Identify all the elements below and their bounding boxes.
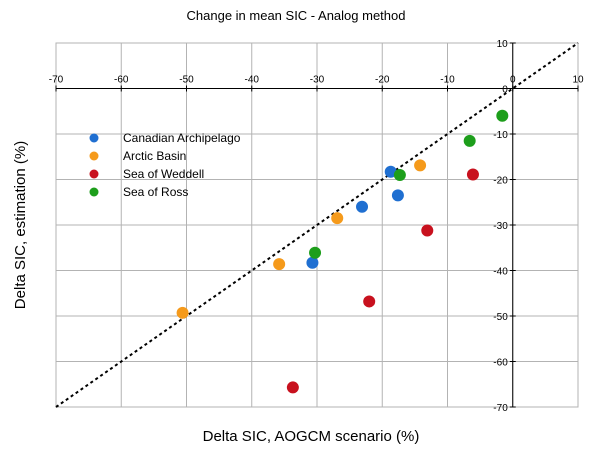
legend-marker-sea-of-ross — [89, 187, 99, 197]
legend-label-arctic-basin: Arctic Basin — [123, 149, 186, 163]
data-points — [176, 109, 509, 394]
x-tick-label: -70 — [49, 75, 64, 86]
y-tick-label: 10 — [497, 39, 509, 50]
plot-area-border — [55, 42, 579, 408]
legend-marker-arctic-basin — [89, 151, 99, 161]
x-tick-label: 0 — [510, 75, 516, 86]
y-tick-label: -20 — [493, 176, 508, 187]
point-sea-of-ross — [463, 134, 476, 147]
y-tick-label: -10 — [493, 130, 508, 141]
x-axis-title: Delta SIC, AOGCM scenario (%) — [203, 428, 420, 445]
x-tick-label: -60 — [114, 75, 129, 86]
legend-marker-canadian-archipelago — [89, 133, 99, 143]
y-tick-label: -60 — [493, 358, 508, 369]
point-sea-of-ross — [309, 246, 322, 259]
point-canadian-archipelago — [384, 165, 397, 178]
x-tick-label: -20 — [375, 75, 390, 86]
chart-title: Change in mean SIC - Analog method — [187, 8, 406, 23]
x-tick-label: 10 — [572, 75, 584, 86]
y-tick-label: -50 — [493, 312, 508, 323]
point-sea-of-weddell — [466, 168, 479, 181]
axes — [55, 42, 579, 408]
point-arctic-basin — [414, 159, 427, 172]
legend-marker-sea-of-weddell — [89, 169, 99, 179]
x-tick-label: -10 — [440, 75, 455, 86]
point-canadian-archipelago — [391, 189, 404, 202]
identity-reference-line — [55, 42, 579, 408]
y-tick-label: -30 — [493, 221, 508, 232]
point-arctic-basin — [273, 258, 286, 271]
y-tick-label: -70 — [493, 403, 508, 414]
point-sea-of-weddell — [421, 224, 434, 237]
point-sea-of-ross — [496, 109, 509, 122]
point-canadian-archipelago — [306, 256, 319, 269]
point-arctic-basin — [331, 212, 344, 225]
legend-label-sea-of-weddell: Sea of Weddell — [123, 167, 204, 181]
y-tick-label: -40 — [493, 267, 508, 278]
legend: Canadian Archipelago Arctic Basin Sea of W… — [89, 131, 241, 199]
tick-labels: -70 -60 -50 -40 -30 -20 -10 0 10 10 0 -10 -20 -30 -40 -… — [49, 39, 584, 414]
point-sea-of-weddell — [363, 295, 376, 308]
legend-label-sea-of-ross: Sea of Ross — [123, 185, 188, 199]
point-canadian-archipelago — [356, 200, 369, 213]
legend-label-canadian-archipelago: Canadian Archipelago — [123, 131, 241, 145]
point-sea-of-ross — [393, 168, 406, 181]
x-tick-label: -50 — [179, 75, 194, 86]
x-tick-label: -40 — [245, 75, 260, 86]
y-axis-title: Delta SIC, estimation (%) — [12, 141, 29, 309]
point-arctic-basin — [176, 306, 189, 319]
x-tick-label: -30 — [310, 75, 325, 86]
y-tick-label: 0 — [502, 85, 508, 96]
point-sea-of-weddell — [286, 381, 299, 394]
